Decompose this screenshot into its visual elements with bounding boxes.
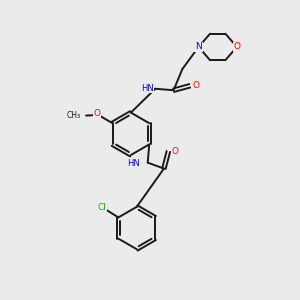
Text: HN: HN	[127, 159, 140, 168]
Text: O: O	[233, 42, 240, 51]
Text: Cl: Cl	[98, 203, 106, 212]
Text: CH₃: CH₃	[67, 111, 81, 120]
Text: N: N	[195, 42, 202, 51]
Text: O: O	[94, 109, 101, 118]
Text: O: O	[192, 81, 199, 90]
Text: O: O	[172, 147, 178, 156]
Text: HN: HN	[141, 84, 154, 93]
